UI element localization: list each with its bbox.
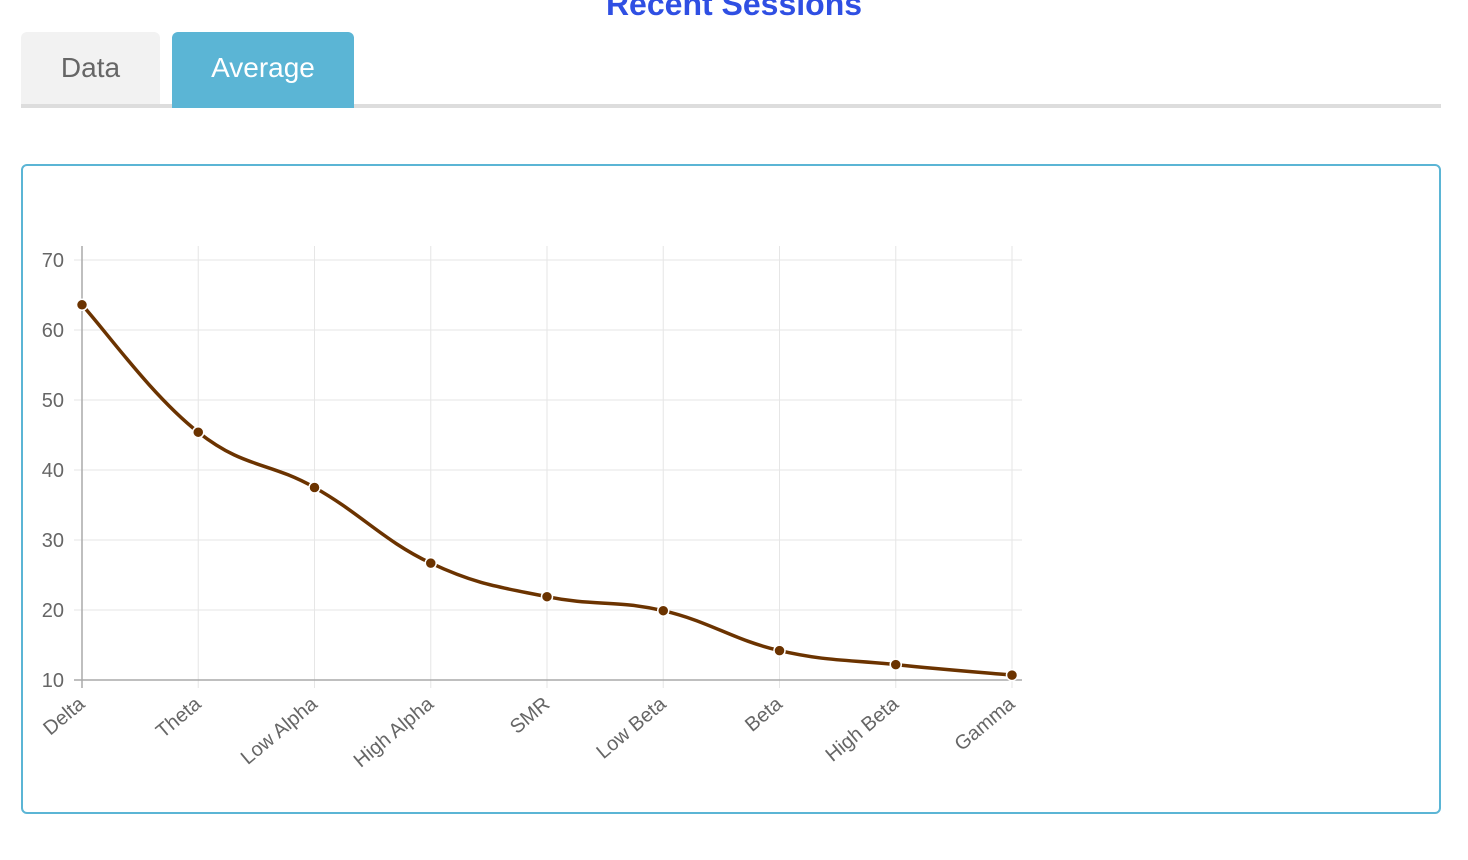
data-point-smr bbox=[540, 590, 554, 603]
x-tick-label: Low Alpha bbox=[237, 692, 323, 769]
y-tick-label: 70 bbox=[42, 250, 64, 272]
data-point-delta bbox=[75, 298, 89, 312]
data-point-high-beta bbox=[889, 658, 902, 671]
data-point-low-beta bbox=[657, 604, 670, 617]
x-tick-label: High Alpha bbox=[350, 692, 439, 772]
y-tick-label: 20 bbox=[42, 600, 64, 622]
x-tick-label: Low Beta bbox=[592, 692, 671, 763]
y-tick-label: 40 bbox=[42, 460, 64, 482]
x-tick-label: Theta bbox=[152, 692, 206, 742]
y-tick-label: 50 bbox=[42, 390, 64, 412]
data-point-low-alpha bbox=[308, 481, 321, 494]
x-tick-label: High Beta bbox=[822, 692, 904, 766]
page-title: Recent Sessions bbox=[605, 0, 863, 22]
chart-panel: 70 60 50 40 30 20 10 Delta Theta Low Alpha High Al… bbox=[21, 164, 1441, 814]
tab-average[interactable]: Average bbox=[172, 32, 354, 108]
y-tick-label: 10 bbox=[42, 670, 64, 692]
tab-bar: Data Average bbox=[21, 32, 1441, 108]
data-point-high-alpha bbox=[424, 556, 437, 570]
x-tick-label: Delta bbox=[39, 692, 90, 739]
series-line bbox=[80, 303, 1013, 677]
x-tick-label: Gamma bbox=[951, 692, 1020, 755]
data-point-theta bbox=[192, 425, 205, 439]
data-point-beta bbox=[773, 644, 786, 657]
x-tick-label: SMR bbox=[506, 693, 554, 738]
x-tick-label: Beta bbox=[741, 692, 787, 736]
tab-data[interactable]: Data bbox=[21, 32, 160, 104]
y-tick-label: 30 bbox=[42, 530, 64, 552]
data-point-gamma bbox=[1005, 668, 1019, 682]
y-tick-label: 60 bbox=[42, 320, 64, 342]
